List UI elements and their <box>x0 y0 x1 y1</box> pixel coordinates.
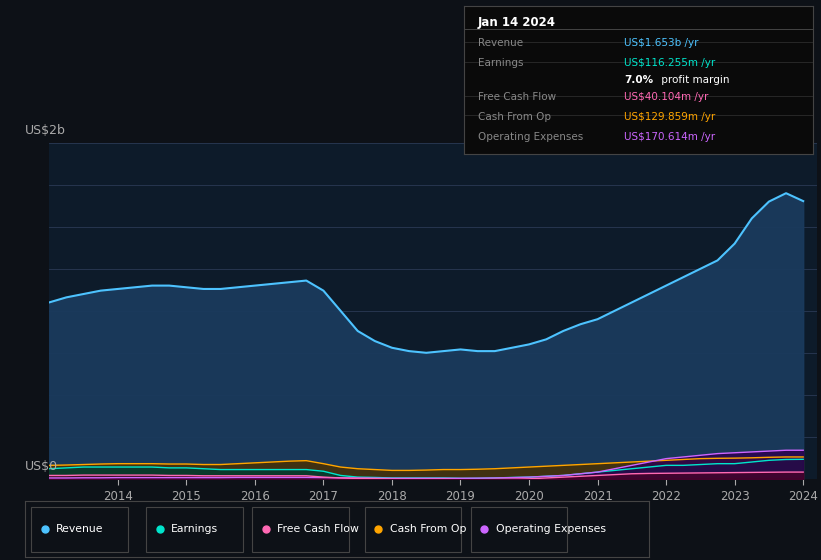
Text: US$2b: US$2b <box>25 124 66 137</box>
Text: US$116.255m /yr: US$116.255m /yr <box>624 58 716 68</box>
Text: US$0: US$0 <box>25 460 57 473</box>
Text: Cash From Op: Cash From Op <box>478 111 551 122</box>
Text: US$1.653b /yr: US$1.653b /yr <box>624 38 699 48</box>
Text: Jan 14 2024: Jan 14 2024 <box>478 16 556 29</box>
Text: US$170.614m /yr: US$170.614m /yr <box>624 133 715 142</box>
Text: Free Cash Flow: Free Cash Flow <box>277 524 360 534</box>
Text: 7.0%: 7.0% <box>624 74 654 85</box>
Text: Revenue: Revenue <box>56 524 103 534</box>
Text: Free Cash Flow: Free Cash Flow <box>478 92 556 102</box>
Text: Earnings: Earnings <box>478 58 523 68</box>
Text: US$129.859m /yr: US$129.859m /yr <box>624 111 716 122</box>
Text: Revenue: Revenue <box>478 38 523 48</box>
Text: profit margin: profit margin <box>658 74 729 85</box>
Text: Cash From Op: Cash From Op <box>390 524 466 534</box>
Text: Earnings: Earnings <box>172 524 218 534</box>
Text: Operating Expenses: Operating Expenses <box>496 524 606 534</box>
Text: Operating Expenses: Operating Expenses <box>478 133 583 142</box>
Text: US$40.104m /yr: US$40.104m /yr <box>624 92 709 102</box>
